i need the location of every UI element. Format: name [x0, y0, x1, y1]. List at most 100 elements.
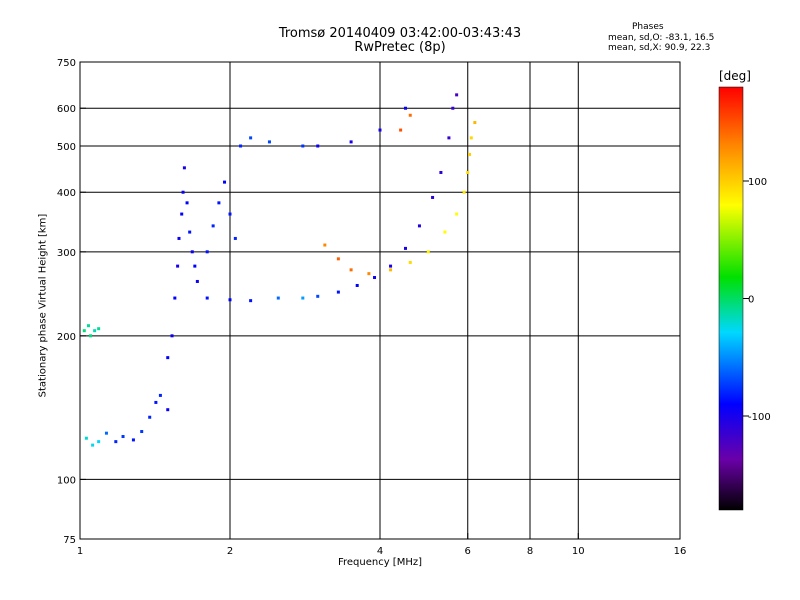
echo-point [205, 250, 209, 254]
echo-point [378, 128, 382, 132]
colorbar-tick-label: 100 [748, 177, 767, 188]
echo-point [455, 212, 459, 216]
x-tick-label: 8 [527, 546, 533, 557]
echo-point [408, 113, 412, 117]
echo-point [84, 436, 88, 440]
echo-point [466, 170, 470, 174]
echo-point [170, 334, 174, 338]
echo-point [239, 144, 243, 148]
echo-point [158, 393, 162, 397]
echo-point [166, 408, 170, 412]
echo-point [447, 136, 451, 140]
colorbar-unit-label: [deg] [719, 69, 751, 83]
echo-point [195, 279, 199, 283]
echo-point [451, 106, 455, 110]
echo-point [180, 212, 184, 216]
echo-point [86, 324, 90, 328]
echo-point [367, 272, 371, 276]
echo-point [443, 230, 447, 234]
y-tick-label: 600 [57, 104, 76, 115]
echo-point [148, 415, 152, 419]
x-axis-label: Frequency [MHz] [337, 557, 423, 568]
echo-point [336, 257, 340, 261]
echo-point [349, 140, 353, 144]
chart-title: Tromsø 20140409 03:42:00-03:43:43 [278, 26, 522, 41]
echo-point [104, 431, 108, 435]
echo-point [166, 356, 170, 360]
phase-stats-ordinary: mean, sd,O: -83.1, 16.5 [608, 33, 715, 43]
echo-point [399, 128, 403, 132]
echo-point [228, 298, 232, 302]
echo-point [316, 144, 320, 148]
echo-point [389, 268, 393, 272]
y-tick-label: 100 [57, 475, 76, 486]
echo-point [301, 296, 305, 300]
x-tick-label: 2 [227, 546, 233, 557]
echo-point [462, 190, 466, 194]
echo-point [403, 106, 407, 110]
echo-point [97, 327, 101, 331]
echo-point [408, 260, 412, 264]
echo-point [249, 136, 253, 140]
echo-point [177, 236, 181, 240]
y-tick-label: 300 [57, 248, 76, 259]
echo-point [91, 443, 95, 447]
echo-point [431, 195, 435, 199]
echo-point [228, 212, 232, 216]
echo-point [131, 438, 135, 442]
echo-point [417, 224, 421, 228]
echo-point [355, 283, 359, 287]
echo-point [426, 250, 430, 254]
echo-point [193, 264, 197, 268]
echo-point [336, 290, 340, 294]
y-tick-label: 75 [63, 535, 76, 546]
x-tick-label: 1 [77, 546, 83, 557]
phase-stats-extraordinary: mean, sd,X: 90.9, 22.3 [608, 43, 711, 53]
echo-point [154, 400, 158, 404]
echo-point [181, 190, 185, 194]
y-tick-label: 200 [57, 332, 76, 343]
chart-subtitle: RwPretec (8p) [354, 40, 446, 55]
echo-point [468, 152, 472, 156]
echo-point [233, 236, 237, 240]
echo-point [249, 299, 253, 303]
colorbar [718, 86, 744, 511]
echo-point [185, 201, 189, 205]
x-tick-label: 10 [572, 546, 585, 557]
echo-point [323, 243, 327, 247]
echo-point [276, 296, 280, 300]
phase-stats-title: Phases [632, 22, 664, 32]
echo-point [97, 440, 101, 444]
echo-point [373, 276, 377, 280]
echo-point [205, 296, 209, 300]
echo-point [223, 180, 227, 184]
echo-point [173, 296, 177, 300]
echo-point [176, 264, 180, 268]
echo-point [469, 136, 473, 140]
echo-point [93, 329, 97, 333]
echo-point [140, 430, 144, 434]
x-tick-label: 4 [377, 546, 383, 557]
echo-point [182, 166, 186, 170]
echo-point [389, 264, 393, 268]
echo-point [188, 230, 192, 234]
colorbar-tick-label: -100 [748, 412, 771, 423]
y-tick-label: 750 [57, 58, 76, 69]
echo-point [316, 294, 320, 298]
echo-point [211, 224, 215, 228]
echo-point [89, 334, 93, 338]
y-tick-label: 500 [57, 142, 76, 153]
echo-point [217, 201, 221, 205]
echo-point [439, 170, 443, 174]
echo-point [403, 246, 407, 250]
echo-point [301, 144, 305, 148]
echo-point [349, 268, 353, 272]
echo-point [455, 93, 459, 97]
echo-point [114, 440, 118, 444]
echo-point [267, 140, 271, 144]
y-tick-label: 400 [57, 188, 76, 199]
echo-point [473, 121, 477, 125]
colorbar-tick-label: 0 [748, 295, 754, 306]
echo-point [121, 435, 125, 439]
